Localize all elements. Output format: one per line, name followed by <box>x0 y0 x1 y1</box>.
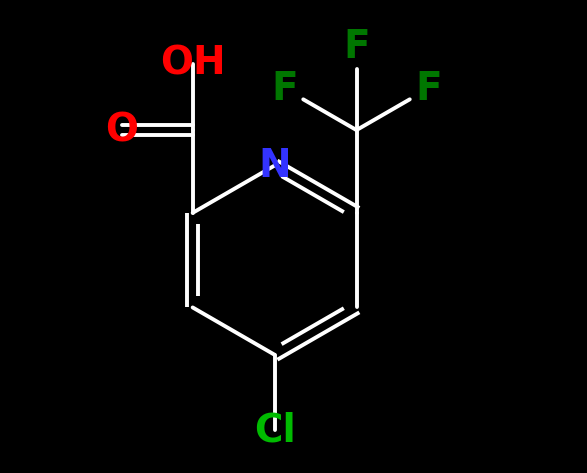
Text: OH: OH <box>160 45 225 83</box>
Text: F: F <box>272 70 298 108</box>
Text: Cl: Cl <box>254 412 295 449</box>
Text: F: F <box>415 70 441 108</box>
Text: F: F <box>343 28 370 66</box>
Text: N: N <box>258 147 291 184</box>
Text: O: O <box>105 111 138 149</box>
